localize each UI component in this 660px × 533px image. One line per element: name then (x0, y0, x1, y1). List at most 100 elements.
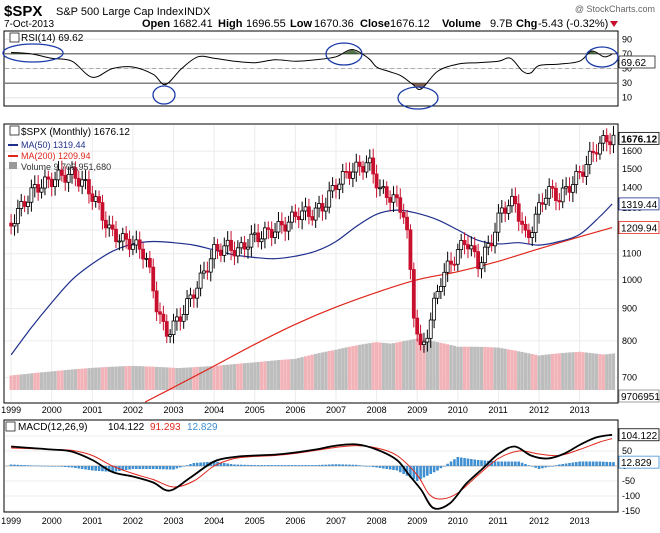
macd-histogram-bar (334, 464, 338, 466)
volume-bar (60, 370, 64, 390)
macd-histogram-bar (608, 462, 612, 466)
volume-bar (479, 346, 484, 390)
candle-body (12, 223, 17, 227)
macd-x-tick-label: 2008 (367, 516, 387, 526)
volume-bar (111, 366, 115, 390)
rsi-oversold-fill (157, 83, 174, 85)
candle-body (300, 210, 305, 221)
macd-x-tick-label: 2002 (123, 516, 143, 526)
macd-histogram-bar (23, 465, 26, 466)
volume-bar (182, 367, 186, 390)
candle-body (246, 246, 250, 250)
volume-bar (63, 370, 67, 390)
volume-bar (249, 362, 253, 390)
candle-body (164, 321, 169, 337)
candle-body (97, 196, 101, 203)
macd-histogram-bar (33, 465, 37, 467)
candle-body (347, 171, 352, 179)
candle-body (523, 223, 528, 231)
candle-body (19, 201, 24, 209)
macd-tag-box (618, 455, 660, 469)
volume-bar (199, 366, 203, 390)
candle-body (530, 232, 535, 238)
candle-body (367, 157, 372, 164)
volume-bar (469, 346, 473, 390)
price-candles (9, 125, 616, 353)
macd-histogram-bar (446, 463, 449, 466)
volume-bar (46, 371, 50, 390)
candle-body (235, 247, 240, 257)
candle-body (110, 224, 115, 230)
volume-bar (588, 352, 592, 390)
volume-bar (263, 361, 267, 390)
price-collapse-icon[interactable] (9, 125, 20, 136)
macd-histogram-bar (388, 466, 392, 470)
rsi-collapse-icon[interactable] (9, 32, 20, 43)
volume-bar (408, 339, 413, 390)
macd-line (11, 433, 613, 510)
macd-histogram-bar (283, 465, 287, 466)
macd-legend-value: 104.122 (108, 422, 145, 433)
volume-bar (246, 362, 250, 390)
volume-bar (33, 373, 37, 390)
rsi-last-value: 69.62 (621, 58, 646, 69)
candle-body (120, 233, 125, 242)
ma50-last-value-tag-box (618, 197, 660, 211)
macd-histogram-bar (348, 464, 351, 466)
macd-histogram-bar (290, 465, 294, 466)
candle-body (212, 244, 217, 260)
price-tick-label: 1400 (622, 183, 642, 193)
candle-body (354, 161, 359, 173)
volume-bar (446, 344, 450, 390)
macd-histogram-bar (84, 466, 87, 470)
candle-body (526, 229, 531, 238)
macd-histogram-bar (206, 462, 209, 466)
candle-body (422, 341, 426, 345)
macd-histogram-bar (558, 464, 561, 466)
candle-body (543, 197, 548, 205)
candle-body (577, 170, 582, 173)
price-last-value-tag-box (618, 131, 660, 145)
macd-histogram-bar (266, 465, 270, 466)
candle-body (90, 193, 95, 202)
candle-body (350, 171, 355, 179)
macd-histogram-bar (415, 466, 419, 481)
price-title: $SPX (Monthly) 1676.12 (21, 127, 130, 138)
macd-histogram-bar (30, 465, 33, 466)
volume-label: Volume (442, 18, 481, 30)
macd-collapse-icon[interactable] (5, 421, 16, 432)
macd-histogram-bar (175, 466, 179, 469)
macd-histogram-bar (253, 465, 257, 466)
volume-bar (324, 351, 328, 390)
price-x-tick-label: 2005 (245, 405, 265, 415)
price-axis-ticks: 1600150014001300120011001000900800700 (622, 146, 642, 382)
candle-body (398, 197, 403, 213)
volume-bar (412, 339, 416, 390)
open-label: Open (142, 18, 170, 30)
candle-body (452, 263, 457, 266)
volume-bar (605, 354, 609, 390)
macd-histogram-bar (138, 466, 141, 469)
candle-body (520, 220, 525, 225)
macd-tag-box (618, 428, 660, 442)
price-x-tick-label: 2002 (123, 405, 143, 415)
volume-bar (456, 346, 460, 390)
price-tick-label: 800 (622, 336, 637, 346)
exchange-label: INDX (184, 6, 211, 18)
macd-axis-ticks: 100500-50-100-150 (622, 431, 640, 516)
macd-histogram-bar (442, 466, 446, 467)
candle-body (26, 201, 30, 207)
macd-histogram-bar (162, 466, 165, 470)
candle-body (205, 270, 210, 273)
candle-body (256, 232, 261, 243)
candle-body (476, 251, 481, 270)
candle-body (66, 173, 71, 183)
candle-body (540, 202, 545, 205)
volume-bar (425, 340, 429, 390)
volume-bar (83, 368, 88, 390)
volume-bar (466, 346, 470, 390)
volume-bar (550, 353, 555, 390)
macd-histogram-bar (385, 466, 389, 469)
rsi-annotation-ellipse (2, 43, 64, 63)
macd-histogram-bar (541, 466, 544, 469)
